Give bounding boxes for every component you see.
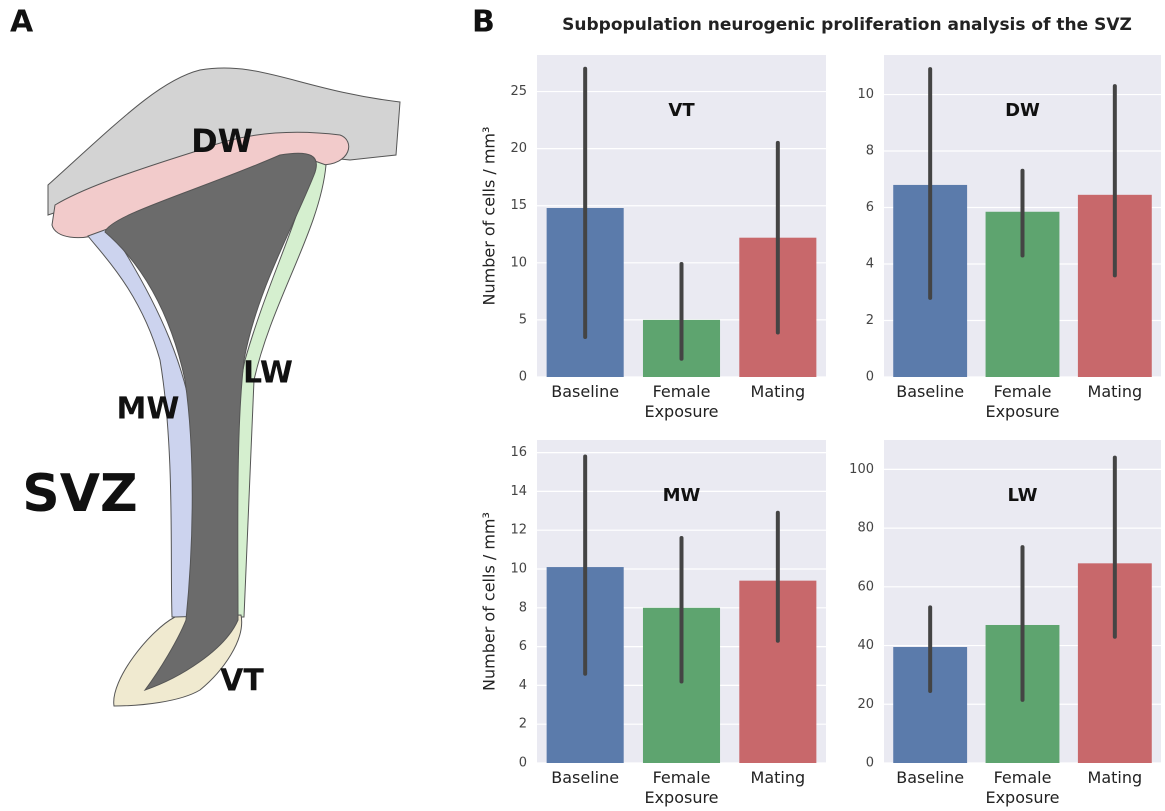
x-tick-label: Mating [750, 768, 806, 787]
x-tick-label: Baseline [896, 768, 965, 787]
panel-label: A [10, 5, 34, 40]
y-tick-label: 0 [866, 756, 874, 771]
y-tick-label: 15 [510, 198, 527, 213]
y-tick-label: 12 [510, 523, 527, 538]
y-axis-label: Number of cells / mm³ [480, 127, 499, 306]
y-tick-label: 8 [519, 600, 527, 615]
chart-title: MW [663, 485, 701, 506]
x-tick-label: Female Exposure [644, 768, 719, 807]
chart-title: LW [1008, 485, 1038, 506]
panel-label: B [472, 5, 495, 40]
y-tick-label: 60 [857, 579, 874, 594]
chart-title: VT [668, 100, 695, 121]
y-tick-label: 100 [849, 462, 874, 477]
x-tick-label: Baseline [551, 768, 620, 787]
y-tick-label: 0 [519, 756, 527, 771]
y-tick-label: 4 [519, 678, 527, 693]
y-tick-label: 10 [857, 87, 874, 102]
y-tick-label: 8 [866, 144, 874, 159]
y-tick-label: 6 [519, 639, 527, 654]
region-label: SVZ [22, 464, 137, 524]
y-tick-label: 5 [519, 312, 527, 327]
y-tick-label: 10 [510, 562, 527, 577]
y-tick-label: 16 [510, 445, 527, 460]
chart-title: DW [1005, 100, 1040, 121]
x-tick-label: Baseline [551, 382, 620, 401]
y-tick-label: 80 [857, 521, 874, 536]
x-tick-label: Mating [1087, 382, 1143, 401]
y-tick-label: 0 [519, 370, 527, 385]
region-label: VT [220, 664, 264, 699]
y-tick-label: 6 [866, 200, 874, 215]
diagram [47, 67, 401, 707]
y-tick-label: 10 [510, 255, 527, 270]
y-axis-label: Number of cells / mm³ [480, 512, 499, 691]
x-tick-label: Baseline [896, 382, 965, 401]
y-tick-label: 20 [857, 697, 874, 712]
region-label: MW [117, 392, 180, 427]
x-tick-label: Mating [750, 382, 806, 401]
y-tick-label: 4 [866, 257, 874, 272]
x-tick-label: Female Exposure [985, 382, 1060, 421]
y-tick-label: 14 [510, 484, 527, 499]
x-tick-label: Mating [1087, 768, 1143, 787]
y-tick-label: 40 [857, 638, 874, 653]
region-label: LW [243, 356, 293, 391]
ventricle [104, 152, 317, 692]
y-tick-label: 2 [519, 717, 527, 732]
y-tick-label: 25 [510, 84, 527, 99]
region-label: DW [191, 122, 253, 160]
x-tick-label: Female Exposure [644, 382, 719, 421]
mw-region [87, 227, 196, 618]
x-tick-label: Female Exposure [985, 768, 1060, 807]
y-tick-label: 20 [510, 141, 527, 156]
figure-title: Subpopulation neurogenic proliferation a… [562, 15, 1132, 35]
y-tick-label: 0 [866, 370, 874, 385]
y-tick-label: 2 [866, 313, 874, 328]
